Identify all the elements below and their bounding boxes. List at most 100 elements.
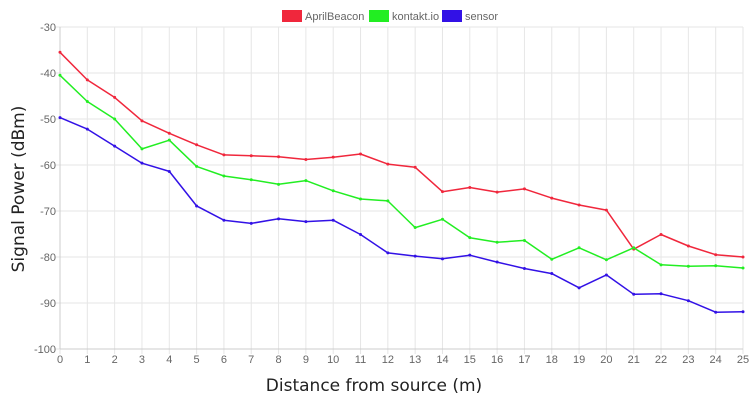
data-point-aprilbeacon[interactable] [113, 95, 117, 99]
data-point-aprilbeacon[interactable] [304, 157, 308, 161]
data-point-aprilbeacon[interactable] [359, 152, 363, 156]
legend-label: kontakt.io [392, 11, 439, 23]
y-tick-label: -40 [40, 68, 56, 80]
data-point-aprilbeacon[interactable] [495, 190, 499, 194]
series-line-aprilbeacon [59, 51, 744, 258]
data-point-kontakt-io[interactable] [85, 100, 89, 104]
data-point-aprilbeacon[interactable] [741, 255, 745, 259]
data-point-sensor[interactable] [440, 257, 444, 261]
legend-label: AprilBeacon [305, 11, 364, 23]
data-point-aprilbeacon[interactable] [222, 153, 226, 157]
legend-item-aprilbeacon[interactable]: AprilBeacon [282, 10, 364, 23]
data-point-kontakt-io[interactable] [277, 182, 281, 186]
legend[interactable]: AprilBeacon kontakt.io sensor [282, 10, 498, 23]
data-point-kontakt-io[interactable] [659, 263, 663, 267]
data-point-aprilbeacon[interactable] [167, 131, 171, 135]
data-point-kontakt-io[interactable] [167, 138, 171, 142]
x-tick-label: 2 [112, 354, 118, 366]
data-point-sensor[interactable] [222, 218, 226, 222]
x-tick-label: 6 [221, 354, 227, 366]
data-point-kontakt-io[interactable] [195, 164, 199, 168]
data-point-kontakt-io[interactable] [604, 258, 608, 262]
data-point-sensor[interactable] [413, 254, 417, 258]
data-point-kontakt-io[interactable] [222, 174, 226, 178]
legend-label: sensor [465, 11, 498, 23]
data-point-aprilbeacon[interactable] [522, 187, 526, 191]
data-point-sensor[interactable] [113, 144, 117, 148]
data-point-sensor[interactable] [686, 299, 690, 303]
data-point-sensor[interactable] [331, 218, 335, 222]
data-point-aprilbeacon[interactable] [686, 244, 690, 248]
data-point-sensor[interactable] [632, 292, 636, 296]
y-tick-label: -90 [40, 298, 56, 310]
x-tick-label: 13 [409, 354, 421, 366]
x-tick-label: 8 [275, 354, 281, 366]
data-point-sensor[interactable] [249, 221, 253, 225]
x-tick-label: 10 [327, 354, 339, 366]
data-point-sensor[interactable] [522, 267, 526, 270]
data-point-sensor[interactable] [195, 204, 199, 208]
data-point-sensor[interactable] [550, 272, 554, 276]
data-point-aprilbeacon[interactable] [550, 196, 554, 200]
data-point-kontakt-io[interactable] [741, 266, 745, 270]
data-point-kontakt-io[interactable] [359, 197, 363, 201]
data-point-kontakt-io[interactable] [577, 246, 581, 250]
data-point-sensor[interactable] [714, 310, 718, 314]
data-point-aprilbeacon[interactable] [604, 208, 608, 212]
y-tick-label: -60 [40, 160, 56, 172]
data-point-kontakt-io[interactable] [522, 238, 526, 242]
data-point-sensor[interactable] [167, 169, 171, 173]
series-sensor [58, 116, 745, 314]
data-point-sensor[interactable] [468, 253, 472, 257]
data-point-aprilbeacon[interactable] [58, 50, 62, 54]
data-point-sensor[interactable] [359, 232, 363, 236]
data-point-sensor[interactable] [277, 217, 281, 221]
data-point-sensor[interactable] [604, 273, 608, 277]
data-point-aprilbeacon[interactable] [195, 143, 199, 147]
data-point-kontakt-io[interactable] [440, 217, 444, 221]
data-point-sensor[interactable] [140, 161, 144, 165]
data-point-aprilbeacon[interactable] [85, 78, 89, 82]
y-tick-label: -70 [40, 206, 56, 218]
data-point-kontakt-io[interactable] [468, 236, 472, 240]
data-point-sensor[interactable] [85, 127, 89, 131]
data-point-sensor[interactable] [495, 260, 499, 264]
data-point-sensor[interactable] [58, 116, 62, 120]
x-tick-label: 17 [518, 354, 530, 366]
data-point-aprilbeacon[interactable] [277, 155, 281, 159]
data-point-kontakt-io[interactable] [495, 240, 499, 244]
data-point-kontakt-io[interactable] [386, 199, 390, 203]
data-point-aprilbeacon[interactable] [468, 186, 472, 190]
data-point-aprilbeacon[interactable] [714, 253, 718, 257]
data-point-kontakt-io[interactable] [331, 189, 335, 193]
data-point-kontakt-io[interactable] [550, 257, 554, 261]
series-line-kontakt-io [59, 74, 744, 269]
data-point-aprilbeacon[interactable] [413, 165, 417, 169]
data-point-aprilbeacon[interactable] [331, 155, 335, 159]
data-point-kontakt-io[interactable] [632, 246, 636, 250]
data-point-kontakt-io[interactable] [714, 264, 718, 268]
data-point-kontakt-io[interactable] [113, 117, 117, 121]
data-point-aprilbeacon[interactable] [440, 190, 444, 194]
data-point-sensor[interactable] [741, 310, 745, 314]
data-point-aprilbeacon[interactable] [140, 119, 144, 123]
data-point-sensor[interactable] [577, 286, 581, 290]
data-point-aprilbeacon[interactable] [659, 232, 663, 236]
data-point-kontakt-io[interactable] [413, 226, 417, 230]
data-point-sensor[interactable] [304, 220, 308, 224]
data-point-sensor[interactable] [659, 292, 663, 296]
data-point-kontakt-io[interactable] [686, 264, 690, 268]
data-point-aprilbeacon[interactable] [249, 154, 253, 158]
series-aprilbeacon [58, 50, 745, 259]
data-point-kontakt-io[interactable] [58, 73, 62, 77]
x-tick-label: 20 [600, 354, 612, 366]
x-tick-label: 19 [573, 354, 585, 366]
data-point-kontakt-io[interactable] [140, 147, 144, 151]
data-point-kontakt-io[interactable] [304, 179, 308, 183]
data-point-aprilbeacon[interactable] [386, 162, 390, 166]
data-point-aprilbeacon[interactable] [577, 203, 581, 207]
legend-item-sensor[interactable]: sensor [442, 10, 498, 23]
legend-item-kontakt-io[interactable]: kontakt.io [369, 10, 439, 23]
data-point-sensor[interactable] [386, 251, 390, 255]
data-point-kontakt-io[interactable] [249, 178, 253, 182]
